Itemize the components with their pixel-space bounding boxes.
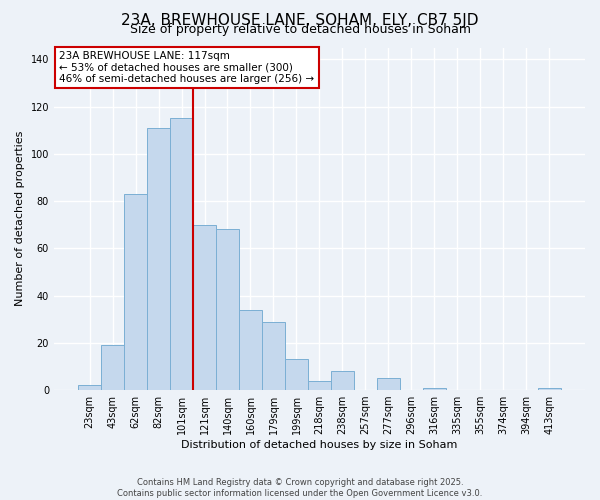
- Bar: [538, 388, 561, 390]
- Bar: [170, 118, 193, 390]
- Text: 23A, BREWHOUSE LANE, SOHAM, ELY, CB7 5JD: 23A, BREWHOUSE LANE, SOHAM, ELY, CB7 5JD: [121, 12, 479, 28]
- Y-axis label: Number of detached properties: Number of detached properties: [15, 131, 25, 306]
- Bar: [147, 128, 170, 390]
- Bar: [377, 378, 400, 390]
- Bar: [216, 230, 239, 390]
- Bar: [239, 310, 262, 390]
- Bar: [285, 360, 308, 390]
- Bar: [101, 345, 124, 390]
- Bar: [331, 371, 354, 390]
- Bar: [193, 224, 216, 390]
- Bar: [423, 388, 446, 390]
- Bar: [308, 380, 331, 390]
- Text: Size of property relative to detached houses in Soham: Size of property relative to detached ho…: [130, 22, 470, 36]
- Text: 23A BREWHOUSE LANE: 117sqm
← 53% of detached houses are smaller (300)
46% of sem: 23A BREWHOUSE LANE: 117sqm ← 53% of deta…: [59, 51, 314, 84]
- Bar: [124, 194, 147, 390]
- Text: Contains HM Land Registry data © Crown copyright and database right 2025.
Contai: Contains HM Land Registry data © Crown c…: [118, 478, 482, 498]
- X-axis label: Distribution of detached houses by size in Soham: Distribution of detached houses by size …: [181, 440, 458, 450]
- Bar: [262, 322, 285, 390]
- Bar: [78, 386, 101, 390]
